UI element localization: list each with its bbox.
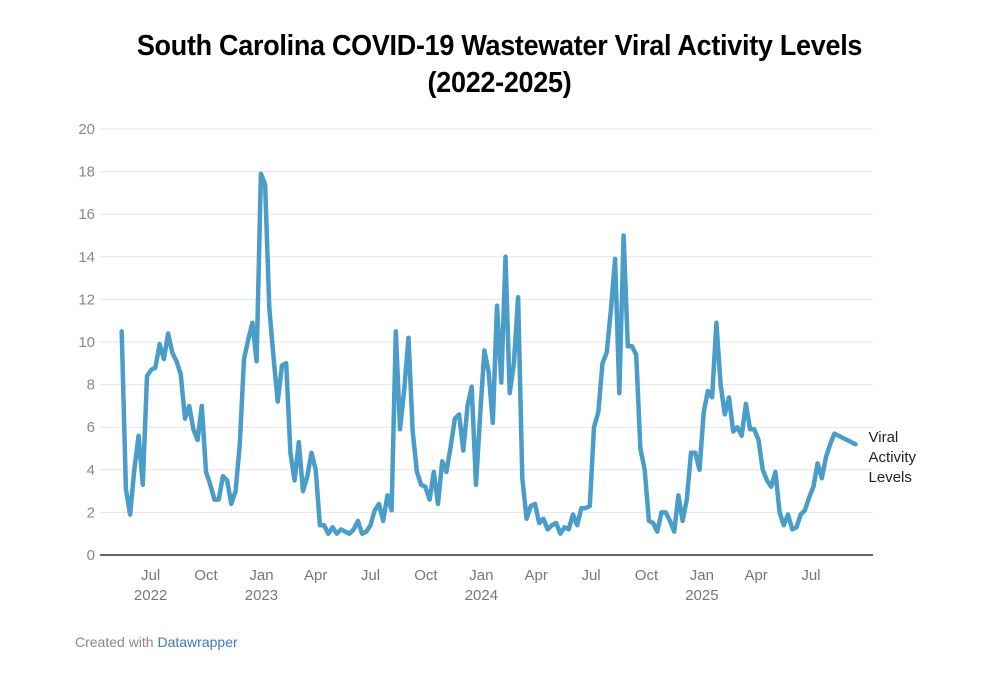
x-tick-label: Apr [304, 567, 327, 584]
series-label-line: Levels [869, 469, 912, 486]
x-tick-label: Oct [414, 567, 438, 584]
chart-subtitle: (2022-2025) [427, 67, 572, 99]
x-tick-label: Apr [744, 567, 767, 584]
x-tick-label: Jan [690, 567, 714, 584]
chart-title: South Carolina COVID-19 Wastewater Viral… [35, 28, 964, 102]
y-tick-label: 8 [87, 377, 95, 394]
y-tick-label: 14 [78, 249, 95, 266]
y-tick-label: 20 [78, 121, 95, 138]
x-tick-year-label: 2022 [134, 587, 167, 604]
series-label-line: Activity [869, 449, 917, 466]
x-tick-label: Jul [801, 567, 820, 584]
x-tick-year-label: 2023 [245, 587, 278, 604]
x-tick-label: Oct [194, 567, 218, 584]
datawrapper-link[interactable]: Datawrapper [157, 634, 238, 650]
x-tick-year-label: 2025 [685, 587, 718, 604]
y-tick-label: 0 [87, 547, 95, 564]
y-tick-label: 2 [87, 504, 95, 521]
y-tick-label: 12 [78, 291, 95, 308]
footer-created-with: Created with [75, 634, 154, 650]
x-tick-label: Jan [249, 567, 273, 584]
series-label-line: Viral [869, 429, 899, 446]
footer: Created with Datawrapper [75, 634, 238, 650]
x-tick-year-label: 2024 [465, 587, 498, 604]
y-tick-label: 16 [78, 206, 95, 223]
gridlines [100, 128, 873, 513]
y-tick-label: 6 [87, 419, 95, 436]
series-direct-label: Viral Activity Levels [869, 429, 917, 486]
x-tick-label: Jul [361, 567, 380, 584]
x-tick-label: Jul [581, 567, 600, 584]
chart-title-main: South Carolina COVID-19 Wastewater Viral… [136, 30, 863, 62]
x-tick-label: Oct [635, 567, 659, 584]
y-tick-label: 18 [78, 164, 95, 181]
series-group [119, 171, 858, 536]
x-tick-label: Jul [141, 567, 160, 584]
y-axis: 0 2 4 6 8 10 12 14 16 18 20 [78, 121, 95, 564]
y-tick-label: 10 [78, 334, 95, 351]
x-tick-label: Apr [525, 567, 548, 584]
series-line [119, 171, 858, 536]
y-tick-label: 4 [87, 462, 95, 479]
x-axis: Jul 2022 Oct Jan 2023 Apr Jul Oct Jan 2024 Apr Jul O… [134, 567, 821, 604]
x-tick-label: Jan [469, 567, 493, 584]
